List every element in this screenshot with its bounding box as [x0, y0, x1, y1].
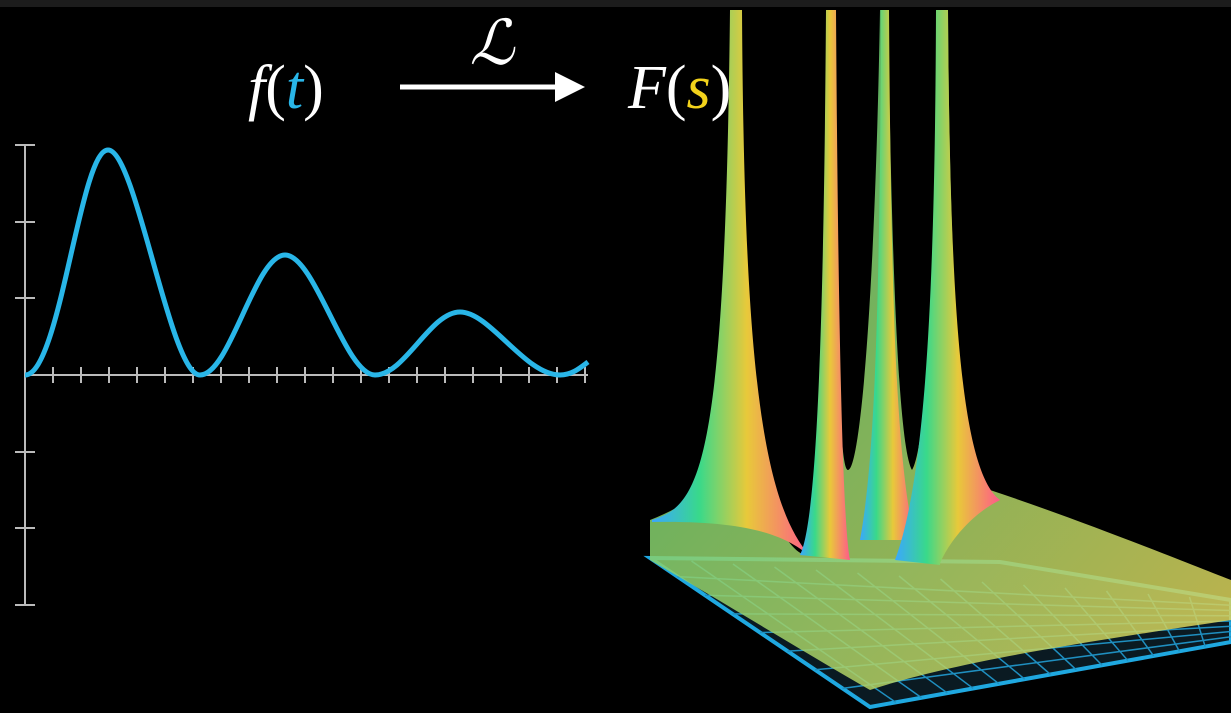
function-curve: [24, 147, 590, 378]
pole: [652, 10, 810, 556]
pole: [895, 10, 1000, 565]
top-band: [0, 0, 1231, 7]
paren: (: [666, 54, 687, 122]
pole: [800, 10, 850, 560]
formula-right: F(s): [627, 54, 731, 122]
variable: t: [286, 54, 305, 122]
operator: ℒ: [470, 10, 516, 78]
paren: ): [303, 54, 324, 122]
paren: (: [265, 54, 286, 122]
paren: ): [711, 54, 732, 122]
pole: [860, 10, 915, 540]
function-name: F: [627, 54, 667, 122]
arrow-head: [555, 72, 585, 102]
formula-left: f(t): [248, 54, 324, 122]
variable: s: [687, 54, 711, 122]
surface-plot: [643, 10, 1231, 710]
